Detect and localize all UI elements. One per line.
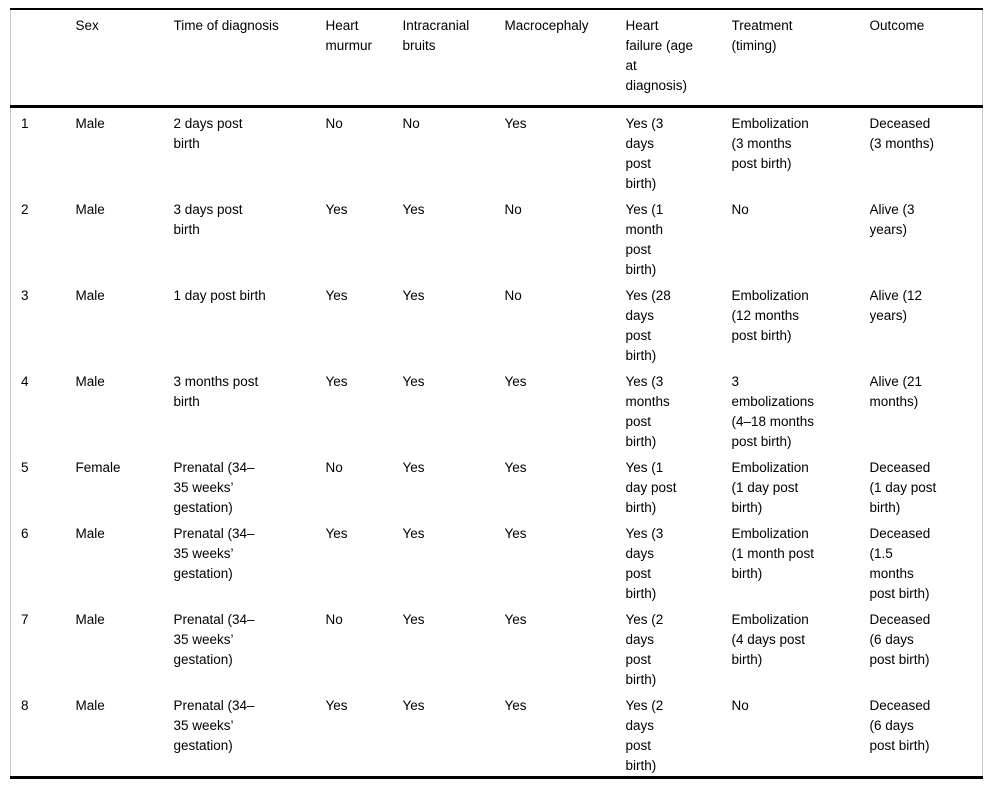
cell-case-number: 4	[21, 374, 29, 389]
table-cell: Yes	[402, 460, 425, 475]
table-row: 3 Male 1 day post birth Yes Yes No Yes (28 day…	[11, 280, 983, 366]
header-time-of-diagnosis: Time of diagnosis	[173, 9, 326, 108]
cell-case-number: 7	[21, 612, 29, 627]
table-row: 2 Male 3 days post birth Yes Yes No Yes (1 mon…	[11, 194, 983, 280]
table-cell: Yes (1 day post birth)	[625, 460, 677, 515]
table-cell: Yes (3 months post birth)	[625, 374, 670, 449]
table-cell: Yes	[504, 116, 527, 131]
table-cell: No	[325, 116, 343, 131]
header-treatment: Treatment (timing)	[731, 9, 870, 108]
table-row: 8 Male Prenatal (34– 35 weeks’ gestation) Y…	[11, 690, 983, 778]
table-cell: Deceased (1.5 months post birth)	[869, 526, 931, 601]
table-cell: Yes	[402, 526, 425, 541]
table-cell: 2 days post birth	[173, 116, 243, 151]
table-cell: Prenatal (34– 35 weeks’ gestation)	[173, 612, 255, 667]
table-cell: Embolization (1 month post birth)	[731, 526, 815, 581]
table-cell: Deceased (6 days post birth)	[869, 612, 931, 667]
table-cell: No	[325, 612, 343, 627]
patient-cases-table: Sex Time of diagnosis Heart murmur Intra…	[10, 8, 983, 779]
header-heart-failure: Heart failure (age at diagnosis)	[625, 9, 732, 108]
table-cell: Male	[75, 202, 105, 217]
table-cell: Male	[75, 526, 105, 541]
table-cell: No	[325, 460, 343, 475]
table-cell: Yes	[402, 288, 425, 303]
table-cell: Yes (2 days post birth)	[625, 698, 664, 773]
table-cell: Yes	[402, 374, 425, 389]
table-cell: Alive (12 years)	[869, 288, 923, 323]
cell-case-number: 3	[21, 288, 29, 303]
table-cell: 3 months post birth	[173, 374, 259, 409]
cell-case-number: 1	[21, 116, 29, 131]
table-cell: Yes (3 days post birth)	[625, 116, 664, 191]
table-cell: No	[504, 288, 522, 303]
table-cell: Prenatal (34– 35 weeks’ gestation)	[173, 526, 255, 581]
table-cell: 3 days post birth	[173, 202, 243, 237]
cell-case-number: 2	[21, 202, 29, 217]
table-cell: Yes	[504, 612, 527, 627]
header-sex: Sex	[75, 9, 174, 108]
table-cell: Male	[75, 288, 105, 303]
table-cell: Prenatal (34– 35 weeks’ gestation)	[173, 460, 255, 515]
table-cell: Alive (21 months)	[869, 374, 923, 409]
table-cell: Yes (28 days post birth)	[625, 288, 671, 363]
table-cell: Yes	[325, 698, 348, 713]
table-cell: Male	[75, 374, 105, 389]
table-cell: Male	[75, 612, 105, 627]
table-cell: Yes	[504, 698, 527, 713]
cell-case-number: 5	[21, 460, 29, 475]
cell-case-number: 6	[21, 526, 29, 541]
table-cell: No	[504, 202, 522, 217]
header-case-number	[10, 9, 76, 108]
table-row: 1 Male 2 days post birth No No Yes Yes (3 days…	[11, 107, 983, 195]
table-row: 6 Male Prenatal (34– 35 weeks’ gestation) Y…	[11, 518, 983, 604]
table-cell: Deceased (3 months)	[869, 116, 935, 151]
table-cell: Yes	[504, 460, 527, 475]
header-heart-murmur: Heart murmur	[325, 9, 403, 108]
table-row: 4 Male 3 months post birth Yes Yes Yes Yes (3 …	[11, 366, 983, 452]
table-row: 7 Male Prenatal (34– 35 weeks’ gestation) N…	[11, 604, 983, 690]
table-cell: Deceased (1 day post birth)	[869, 460, 937, 515]
cell-case-number: 8	[21, 698, 29, 713]
table-cell: No	[731, 698, 749, 713]
table-cell: Embolization (4 days post birth)	[731, 612, 809, 667]
table-cell: Alive (3 years)	[869, 202, 915, 237]
table-cell: Yes (2 days post birth)	[625, 612, 664, 687]
table-cell: Prenatal (34– 35 weeks’ gestation)	[173, 698, 255, 753]
header-row: Sex Time of diagnosis Heart murmur Intra…	[10, 9, 983, 108]
table-cell: Yes	[504, 526, 527, 541]
table-cell: Yes	[402, 202, 425, 217]
header-outcome: Outcome	[869, 9, 983, 108]
table-cell: Female	[75, 460, 121, 475]
table-cell: Embolization (12 months post birth)	[731, 288, 809, 343]
table-cell: Deceased (6 days post birth)	[869, 698, 931, 753]
header-macrocephaly: Macrocephaly	[504, 9, 626, 108]
table-cell: Yes	[504, 374, 527, 389]
table-cell: 3 embolizations (4–18 months post birth)	[731, 374, 815, 449]
table-cell: Yes (1 month post birth)	[625, 202, 664, 277]
table-cell: Male	[75, 698, 105, 713]
table-cell: Embolization (3 months post birth)	[731, 116, 809, 171]
table-cell: Yes	[325, 526, 348, 541]
table-cell: Yes	[402, 698, 425, 713]
table-cell: No	[402, 116, 420, 131]
table-cell: Male	[75, 116, 105, 131]
header-intracranial-bruits: Intracranial bruits	[402, 9, 505, 108]
table-cell: Yes	[325, 202, 348, 217]
table-cell: Yes	[402, 612, 425, 627]
table-cell: Yes (3 days post birth)	[625, 526, 664, 601]
table-cell: Embolization (1 day post birth)	[731, 460, 809, 515]
table-cell: 1 day post birth	[173, 288, 266, 303]
table-cell: Yes	[325, 374, 348, 389]
table-cell: No	[731, 202, 749, 217]
table-row: 5 Female Prenatal (34– 35 weeks’ gestation…	[11, 452, 983, 518]
table-cell: Yes	[325, 288, 348, 303]
